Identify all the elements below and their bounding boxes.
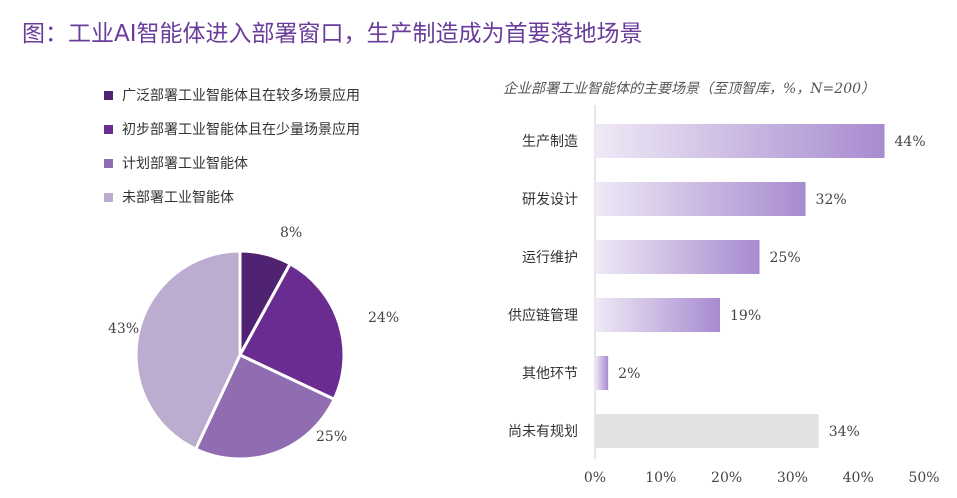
legend-label-2: 计划部署工业智能体 bbox=[122, 156, 248, 172]
bar-category-label-3: 供应链管理 bbox=[508, 307, 578, 324]
legend-swatch-0 bbox=[104, 90, 113, 100]
bar-5 bbox=[595, 414, 819, 448]
bar-value-label-3: 19% bbox=[730, 308, 761, 324]
pie-value-label-0: 8% bbox=[280, 225, 302, 241]
bar-value-label-1: 32% bbox=[816, 192, 847, 208]
pie-value-label-3: 43% bbox=[108, 321, 139, 337]
page-title: 图：工业AI智能体进入部署窗口，生产制造成为首要落地场景 bbox=[22, 21, 643, 47]
legend-swatch-1 bbox=[104, 124, 113, 134]
x-tick-label-1: 10% bbox=[645, 470, 676, 486]
legend-item-0: 广泛部署工业智能体且在较多场景应用 bbox=[104, 78, 360, 112]
bar-category-label-2: 运行维护 bbox=[522, 250, 578, 266]
legend-label-1: 初步部署工业智能体且在少量场景应用 bbox=[122, 122, 360, 138]
legend-swatch-2 bbox=[104, 158, 113, 168]
bar-value-label-4: 2% bbox=[618, 366, 640, 382]
bar-4 bbox=[595, 356, 609, 390]
x-tick-label-2: 20% bbox=[711, 470, 742, 486]
pie-legend: 广泛部署工业智能体且在较多场景应用 初步部署工业智能体且在少量场景应用 计划部署… bbox=[104, 78, 360, 214]
pie-chart: 8% 24% 25% 43% bbox=[108, 225, 399, 461]
x-tick-label-4: 40% bbox=[843, 470, 874, 486]
pie-slice-3 bbox=[134, 249, 242, 452]
bar-chart-title: 企业部署工业智能体的主要场景（至顶智库，%，N=200） bbox=[503, 81, 876, 97]
legend-item-1: 初步部署工业智能体且在少量场景应用 bbox=[104, 112, 360, 146]
pie-value-label-1: 24% bbox=[368, 310, 399, 326]
bar-chart: 生产制造 44% 研发设计 32% 运行维护 25% 供应链管理 19% 其他环节 2% 尚未有规划… bbox=[508, 105, 940, 486]
x-tick-label-5: 50% bbox=[908, 470, 939, 486]
bar-category-label-1: 研发设计 bbox=[522, 192, 578, 208]
pie-slice-2 bbox=[193, 353, 337, 461]
legend-item-2: 计划部署工业智能体 bbox=[104, 146, 360, 180]
legend-label-0: 广泛部署工业智能体且在较多场景应用 bbox=[122, 88, 360, 104]
bar-1 bbox=[595, 182, 806, 216]
bar-category-label-4: 其他环节 bbox=[522, 366, 578, 382]
pie-value-label-2: 25% bbox=[316, 429, 347, 445]
legend-label-3: 未部署工业智能体 bbox=[122, 190, 234, 206]
bar-value-label-0: 44% bbox=[895, 134, 926, 150]
bar-value-label-2: 25% bbox=[770, 250, 801, 266]
bar-3 bbox=[595, 298, 721, 332]
bar-category-label-0: 生产制造 bbox=[522, 134, 578, 150]
bar-category-label-5: 尚未有规划 bbox=[508, 424, 578, 440]
pie-slice-1 bbox=[237, 261, 346, 402]
legend-swatch-3 bbox=[104, 192, 113, 202]
x-tick-label-0: 0% bbox=[584, 470, 606, 486]
x-tick-label-3: 30% bbox=[777, 470, 808, 486]
bar-0 bbox=[595, 124, 885, 158]
bar-2 bbox=[595, 240, 760, 274]
legend-item-3: 未部署工业智能体 bbox=[104, 180, 360, 214]
bar-value-label-5: 34% bbox=[829, 424, 860, 440]
